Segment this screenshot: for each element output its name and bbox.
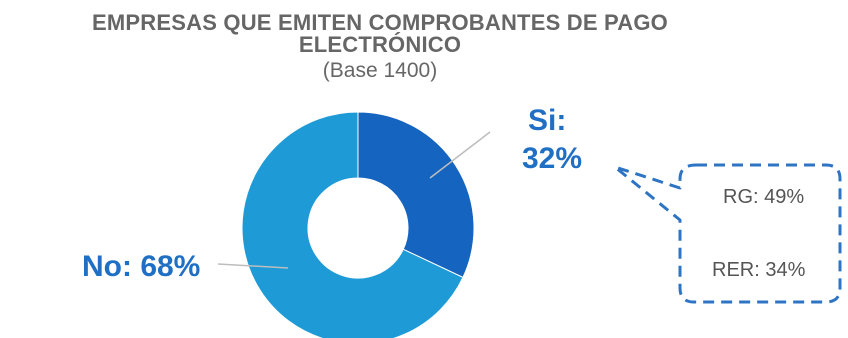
si-leader-line	[429, 131, 491, 179]
donut-slices	[241, 111, 475, 338]
si-label-line-2: 32%	[522, 142, 582, 175]
chart-title-line-1: EMPRESAS QUE EMITEN COMPROBANTES DE PAGO	[92, 10, 668, 35]
slice-no	[241, 111, 464, 338]
no-leader-line	[217, 263, 289, 269]
callout-item-rg: RG: 49%	[723, 186, 804, 208]
chart-subtitle: (Base 1400)	[322, 59, 438, 82]
si-label-line-1: Si:	[528, 104, 566, 137]
no-label: No: 68%	[82, 250, 200, 283]
slice-si	[357, 111, 475, 279]
callout-border	[613, 163, 842, 304]
chart-title-line-2: ELECTRÓNICO	[298, 32, 462, 57]
callout-item-rer: RER: 34%	[712, 259, 806, 281]
callout-box: RG: 49% RER: 34%	[613, 163, 842, 304]
chart-title: EMPRESAS QUE EMITEN COMPROBANTES DE PAGO…	[0, 12, 760, 56]
